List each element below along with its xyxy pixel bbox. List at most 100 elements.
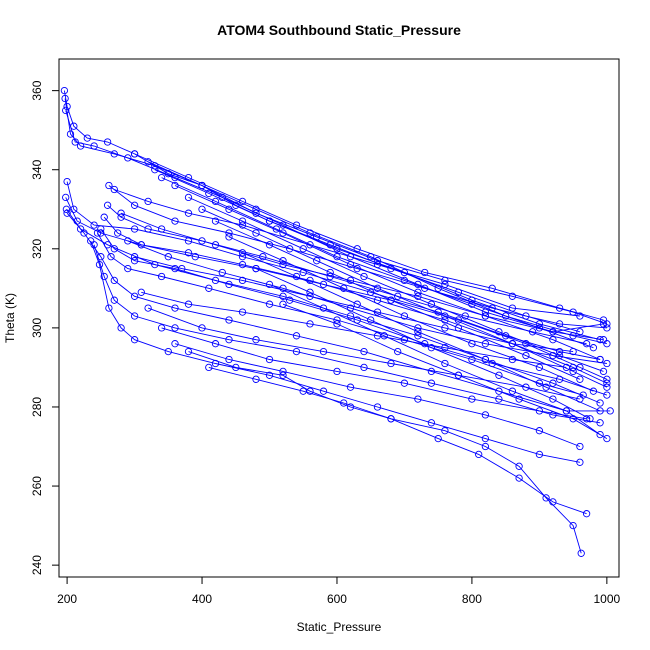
data-point <box>549 336 557 344</box>
data-point <box>292 272 301 281</box>
data-point <box>225 205 233 213</box>
data-point <box>461 312 469 320</box>
data-point <box>346 253 355 261</box>
data-point <box>569 415 577 423</box>
series-profile-32 <box>211 217 584 383</box>
data-point <box>535 450 544 459</box>
data-point <box>394 347 402 356</box>
data-point <box>211 197 220 206</box>
data-point <box>62 193 70 202</box>
data-point <box>353 245 361 253</box>
data-point <box>481 340 490 348</box>
data-point <box>265 300 274 308</box>
data-point <box>306 241 314 249</box>
x-tick-label: 600 <box>327 592 347 606</box>
series-profile-14 <box>105 181 611 332</box>
data-point <box>238 249 247 257</box>
series-line <box>174 185 601 360</box>
series-line <box>228 236 594 392</box>
series-profile-28 <box>157 173 598 352</box>
data-point <box>454 324 463 332</box>
y-axis: 240 260 280 300 320 340 360 <box>30 80 60 575</box>
y-tick-label: 320 <box>30 238 44 258</box>
data-point <box>110 245 118 253</box>
data-point <box>110 276 118 285</box>
data-point <box>373 284 382 292</box>
data-point <box>265 355 274 364</box>
data-point <box>130 225 139 233</box>
data-point <box>130 150 139 158</box>
data-point <box>535 379 544 387</box>
series-profile-24 <box>205 363 591 518</box>
data-point <box>279 284 287 292</box>
data-point <box>130 312 139 320</box>
data-point <box>495 395 503 403</box>
data-point <box>292 221 301 229</box>
data-point <box>596 399 604 407</box>
data-point <box>124 264 132 273</box>
data-point <box>495 328 503 336</box>
data-point <box>454 371 463 379</box>
data-point <box>205 363 213 372</box>
series-line <box>161 177 594 349</box>
data-point <box>225 336 233 344</box>
data-point <box>326 241 334 249</box>
data-point <box>171 304 179 312</box>
data-point <box>144 304 152 312</box>
series-line <box>188 351 582 554</box>
data-point <box>114 229 122 237</box>
series-line <box>269 283 601 435</box>
series-profile-1 <box>60 86 604 344</box>
data-point <box>603 391 611 399</box>
data-point <box>144 197 152 206</box>
data-point <box>599 367 608 376</box>
data-point <box>414 395 422 403</box>
data-point <box>191 253 199 261</box>
data-point <box>502 312 510 320</box>
data-point <box>555 320 564 328</box>
series-line <box>255 268 591 420</box>
series-profile-35 <box>252 264 594 423</box>
data-point <box>346 304 355 312</box>
data-point <box>394 292 402 300</box>
series-profile-30 <box>184 193 608 376</box>
data-point <box>259 253 267 261</box>
data-point <box>508 340 517 348</box>
data-point <box>90 221 98 229</box>
data-point <box>299 387 307 395</box>
series-profile-18 <box>130 253 577 356</box>
series-line <box>282 303 608 439</box>
data-point <box>441 312 449 320</box>
data-point <box>90 241 98 249</box>
data-point <box>105 181 113 190</box>
chart-title: ATOM4 Southbound Static_Pressure <box>217 22 461 38</box>
data-point <box>576 442 584 451</box>
series-line <box>201 208 608 388</box>
data-point <box>346 383 355 391</box>
data-point <box>414 288 422 296</box>
data-point <box>468 340 476 348</box>
data-point <box>184 347 193 356</box>
series-layer <box>60 86 614 557</box>
data-point <box>252 264 260 273</box>
data-point <box>90 142 98 150</box>
data-point <box>71 138 79 146</box>
series-line <box>90 240 580 463</box>
data-point <box>340 284 348 292</box>
data-point <box>80 229 88 237</box>
series-line <box>64 98 608 345</box>
data-point <box>603 379 611 387</box>
data-point <box>265 280 274 289</box>
series-line <box>134 153 604 321</box>
data-point <box>178 264 186 273</box>
data-point <box>549 395 557 403</box>
series-profile-3 <box>62 106 608 336</box>
data-point <box>144 225 152 233</box>
series-profile-16 <box>117 209 608 344</box>
y-tick-label: 340 <box>30 159 44 179</box>
data-point <box>427 419 436 427</box>
series-line <box>120 212 604 341</box>
series-profile-19 <box>137 288 571 372</box>
data-point <box>171 324 179 332</box>
data-point <box>434 434 442 443</box>
